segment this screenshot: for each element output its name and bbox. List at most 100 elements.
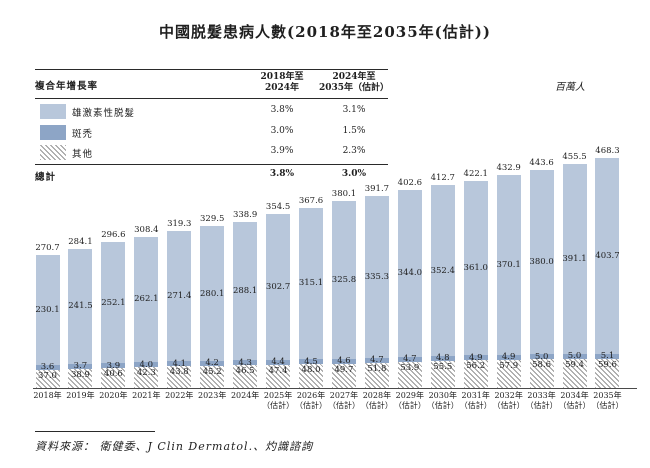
areata-value-label: 4.4 [271,357,285,368]
x-axis-label: 2028年 （估計） [360,391,393,410]
other-value-label: 42.3 [136,368,156,379]
bar-segment-areata [101,363,126,369]
bar-segment-areata [266,359,291,365]
androgenetic-value-label: 262.1 [134,294,159,305]
bar-segment-areata [496,354,521,360]
areata-value-label: 4.1 [172,358,187,369]
other-value-label: 46.5 [235,366,255,377]
other-value-label: 48.0 [301,365,321,376]
x-axis-label: 2035年 （估計） [591,391,624,410]
androgenetic-value-label: 271.4 [167,291,192,302]
total-cagr-2018-2024: 3.8% [269,169,295,179]
bar-segment-other [200,365,225,388]
x-axis-label: 2025年 （估計） [262,391,295,410]
androgenetic-value-label: 344.0 [397,268,422,279]
total-value-label: 338.9 [232,209,258,220]
bar-segment-other [562,358,587,388]
bar-segment-other [430,360,455,388]
total-value-label: 270.7 [35,243,60,254]
bar-segment-androgenetic [463,180,488,356]
x-axis-label: 2022年 [165,391,194,400]
total-value-label: 308.4 [134,224,159,235]
bar-segment-androgenetic [233,221,258,361]
bar-segment-androgenetic [266,213,291,360]
bar-segment-other [595,358,620,388]
cagr-table-title: 複合年增長率 [35,81,99,92]
bar-segment-other [364,362,389,388]
other-value-label: 57.9 [499,360,519,371]
other-value-label: 40.6 [103,369,123,380]
areata-value-label: 3.6 [40,362,55,373]
bar-segment-androgenetic [134,236,159,363]
x-axis-label: 2023年 [198,391,227,400]
bar-segment-androgenetic [364,195,389,358]
bar-segment-androgenetic [68,248,93,364]
androgenetic-value-label: 288.1 [232,285,258,296]
bar-segment-areata [364,357,389,363]
bar-segment-areata [430,355,455,361]
x-axis-label: 2034年 （估計） [558,391,591,410]
bar-segment-androgenetic [167,231,192,362]
bar-segment-other [463,360,488,388]
x-axis-line [33,388,637,389]
legend-row-0: 雄激素性脱髮 3.8% 3.1% [35,102,388,123]
bar-segment-areata [562,353,587,359]
total-value-label: 412.7 [430,173,455,184]
x-axis-label: 2032年 （估計） [492,391,525,410]
cagr-value-2024-2035: 2.3% [342,146,366,156]
areata-value-label: 5.0 [534,351,549,362]
x-axis-label: 2033年 （估計） [525,391,558,410]
source-rule [35,431,155,432]
bar-segment-areata [397,356,422,362]
total-value-label: 455.5 [562,152,587,163]
legend-swatch-light [40,104,66,119]
bar-segment-other [266,364,291,388]
other-value-label: 45.2 [202,366,222,377]
cagr-value-2018-2024: 3.8% [270,105,294,115]
total-value-label: 432.9 [496,163,521,174]
androgenetic-value-label: 315.1 [298,278,324,289]
x-axis-label: 2029年 （估計） [393,391,426,410]
table-rule-top [35,69,388,70]
areata-value-label: 4.6 [337,356,351,367]
total-value-label: 354.5 [265,201,291,212]
cagr-value-2024-2035: 1.5% [342,125,366,136]
areata-value-label: 4.5 [304,356,318,367]
cagr-col1-header: 2018年至 2024年 [260,72,304,93]
total-value-label: 367.6 [298,195,324,206]
bar-segment-other [496,359,521,388]
total-value-label: 391.7 [364,183,390,194]
bar-segment-androgenetic [200,226,225,361]
bar-segment-androgenetic [299,207,324,360]
bar-segment-androgenetic [430,185,455,356]
bar-segment-other [331,363,356,388]
androgenetic-value-label: 241.5 [68,301,93,312]
bar-segment-androgenetic [101,242,126,364]
bar-segment-other [167,366,192,388]
other-value-label: 58.6 [532,360,552,371]
bar-segment-androgenetic [496,175,521,355]
androgenetic-value-label: 403.7 [595,250,620,261]
x-axis-label: 2026年 （估計） [295,391,328,410]
legend-rows: 雄激素性脱髮 3.8% 3.1% 斑禿 3.0% 1.5% 其他 3.9% 2.3% [35,102,388,164]
total-value-label: 284.1 [68,236,93,247]
total-value-label: 468.3 [595,146,620,157]
bar-segment-areata [35,364,60,370]
cagr-value-2018-2024: 3.0% [270,125,294,136]
androgenetic-value-label: 302.7 [265,281,291,292]
other-value-label: 56.2 [466,361,486,372]
other-value-label: 49.7 [334,364,354,375]
x-axis-label: 2021年 [132,391,161,400]
bar-segment-other [35,369,60,388]
total-cagr-2024-2035: 3.0% [341,169,367,179]
bar-segment-androgenetic [35,255,60,365]
x-axis-label: 2031年 （估計） [459,391,492,410]
total-value-label: 402.6 [397,178,422,189]
bar-segment-areata [595,353,620,359]
total-value-label: 296.6 [101,230,126,241]
bar-segment-areata [200,360,225,366]
page-title: 中國脱髮患病人數(2018年至2035年(估計)) [159,23,491,41]
areata-value-label: 4.7 [403,354,417,365]
androgenetic-value-label: 352.4 [430,265,455,276]
